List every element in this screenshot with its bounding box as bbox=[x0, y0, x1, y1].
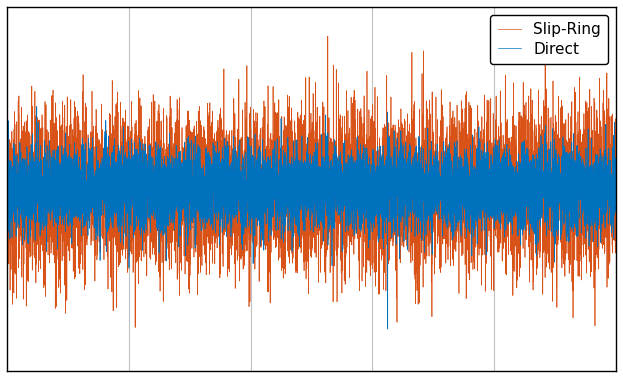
Direct bbox=[34, 187, 41, 192]
Direct bbox=[487, 166, 495, 170]
Direct bbox=[224, 177, 231, 181]
Slip-Ring bbox=[3, 232, 11, 237]
Direct bbox=[391, 129, 398, 133]
Slip-Ring bbox=[34, 221, 41, 226]
Slip-Ring bbox=[487, 190, 495, 194]
Direct bbox=[384, 327, 391, 331]
Direct bbox=[33, 104, 40, 109]
Line: Direct: Direct bbox=[7, 107, 616, 329]
Legend: Slip-Ring, Direct: Slip-Ring, Direct bbox=[490, 15, 609, 64]
Slip-Ring bbox=[224, 168, 231, 172]
Direct bbox=[364, 204, 371, 208]
Slip-Ring bbox=[131, 325, 139, 330]
Direct bbox=[612, 174, 620, 179]
Line: Slip-Ring: Slip-Ring bbox=[7, 36, 616, 327]
Slip-Ring bbox=[455, 194, 462, 199]
Direct bbox=[455, 190, 462, 194]
Direct bbox=[3, 191, 11, 195]
Slip-Ring bbox=[391, 201, 398, 206]
Slip-Ring bbox=[612, 213, 620, 218]
Slip-Ring bbox=[364, 193, 371, 198]
Slip-Ring bbox=[324, 34, 331, 39]
